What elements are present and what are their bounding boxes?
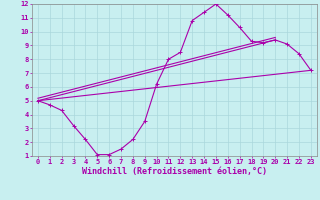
X-axis label: Windchill (Refroidissement éolien,°C): Windchill (Refroidissement éolien,°C) [82, 167, 267, 176]
